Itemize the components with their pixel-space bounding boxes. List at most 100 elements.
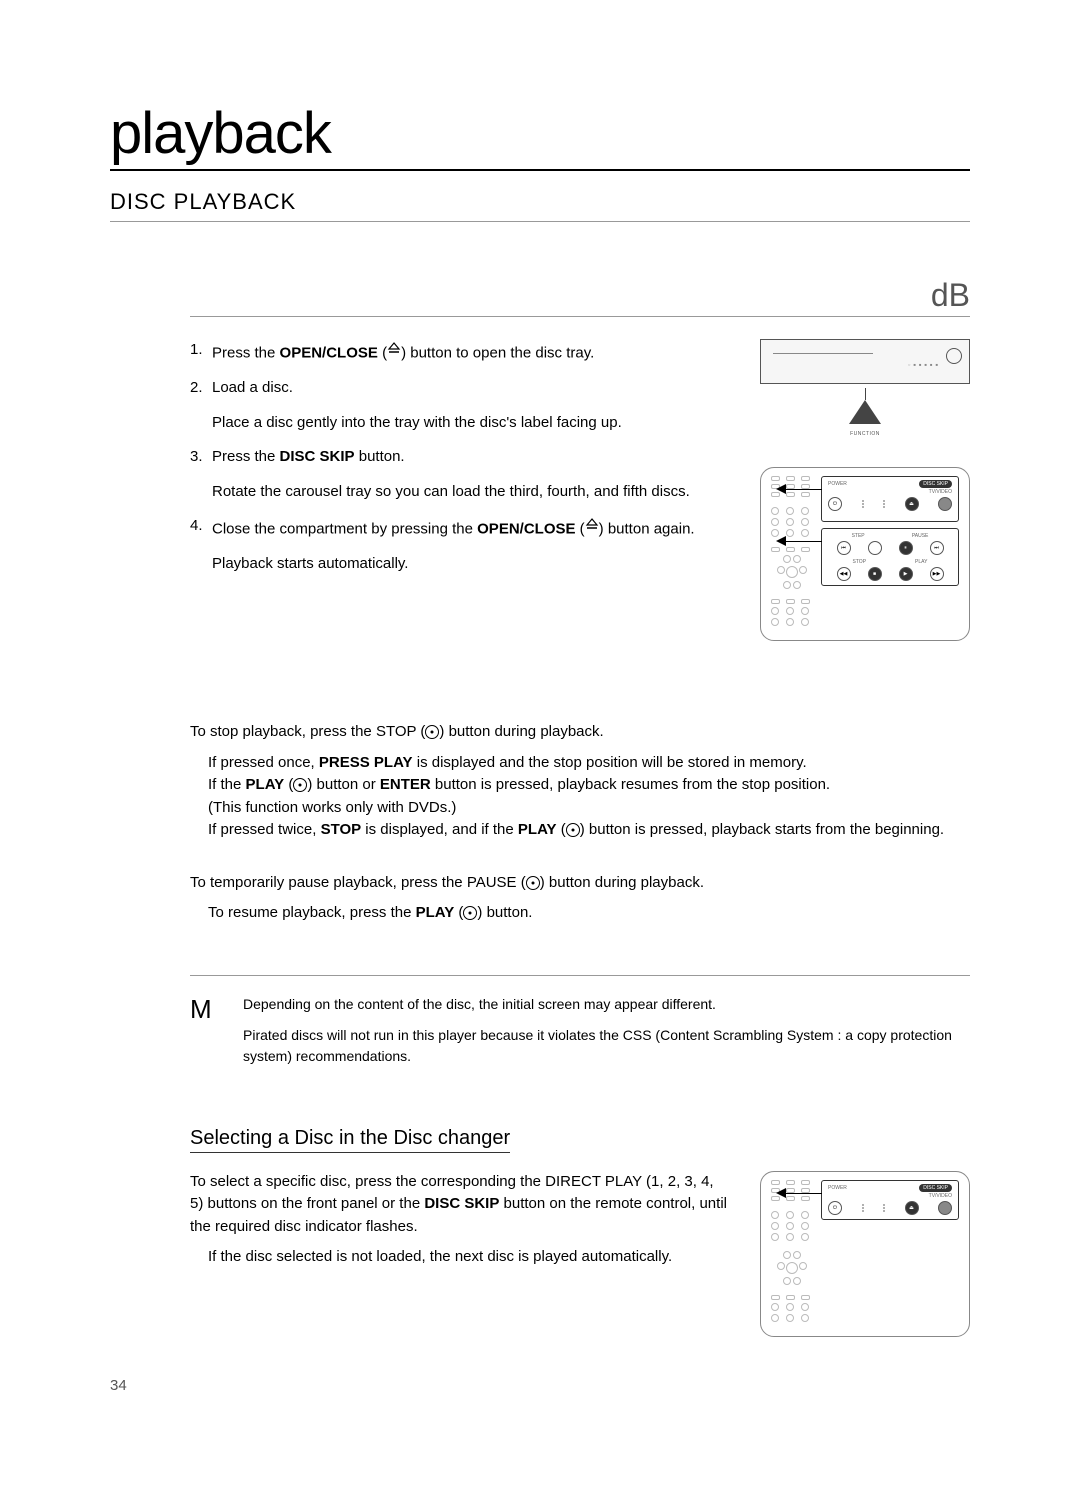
button-ref: PLAY [246,776,285,793]
text: is displayed, and if the [361,821,514,838]
text: button is pressed, playback resumes from… [431,776,830,793]
play-icon [293,778,307,792]
device-illustration: ○ ■ ■ ■ ■ ■ FUNCTION [760,339,970,437]
display-text: PRESS PLAY [319,754,413,771]
play-label: PLAY [915,559,927,565]
step-number: 1. [190,339,212,365]
text: ) button during playback. [439,723,603,740]
next-button[interactable]: ⏭ [930,541,944,555]
text: ( [454,904,463,921]
step-text: Press the [212,448,275,465]
step-text: button. [355,448,405,465]
step-number: 2. [190,377,212,400]
power-label: POWER [828,481,847,487]
power-button[interactable]: ⏻ [828,1201,842,1215]
note-2: Pirated discs will not run in this playe… [243,1025,970,1067]
tv-video-button[interactable] [938,1201,952,1215]
display-text: STOP [321,821,362,838]
text: If the disc selected is not loaded, the … [190,1246,730,1269]
pause-icon [526,876,540,890]
text: ) button. [477,904,532,921]
page: playback DISC PLAYBACK dB 1. Press the O… [0,0,1080,1454]
text: To stop playback, press the [190,723,376,740]
stop-button[interactable]: ■ [868,567,882,581]
content-area: dB 1. Press the OPEN/CLOSE () button to … [110,277,970,1337]
arrow-left-icon [776,1188,786,1198]
note-1: Depending on the content of the disc, th… [243,994,970,1015]
step-text: Close the compartment by pressing the [212,521,473,538]
pause-label: PAUSE [912,533,929,539]
button-ref: OPEN/CLOSE [477,521,575,538]
remote-illustration: POWER DISC SKIP TV/VIDEO ⏻ ⏏ [760,467,970,641]
step-text: Load a disc. [212,377,730,400]
tv-video-label: TV/VIDEO [929,1193,952,1199]
illustrations-column: ○ ■ ■ ■ ■ ■ FUNCTION [760,339,970,641]
button-ref: OPEN/CLOSE [280,345,378,362]
disc-skip-label: DISC SKIP [919,1184,952,1192]
text: is displayed and the stop position will … [413,754,807,771]
remote-top-highlight: POWER DISC SKIP TV/VIDEO ⏻ ⏏ [821,1180,959,1220]
pause-button[interactable]: ⏸ [899,541,913,555]
text: (This function works only with DVDs.) [208,799,456,816]
button-ref: ENTER [380,776,431,793]
text: If pressed twice, [208,821,316,838]
page-number: 34 [110,1377,970,1394]
step-3: 3. Press the DISC SKIP button. [190,446,730,469]
step-label: STEP [852,533,865,539]
text: To resume playback, press the [208,904,411,921]
text: ( [284,776,293,793]
eject-button[interactable]: ⏏ [905,497,919,511]
step-sub: Place a disc gently into the tray with t… [190,412,730,435]
subsection-disc-changer: Selecting a Disc in the Disc changer To … [190,1127,970,1337]
eject-button[interactable]: ⏏ [905,1201,919,1215]
button-ref: DISC SKIP [280,448,355,465]
text: ) button during playback. [540,874,704,891]
text: ) button or [307,776,380,793]
step-text: ) button to open the disc tray. [401,345,594,362]
button-ref: PLAY [416,904,455,921]
step-number: 3. [190,446,212,469]
text: To temporarily pause playback, press the [190,874,467,891]
step-text: ) button again. [599,521,695,538]
forward-button[interactable]: ▶▶ [930,567,944,581]
play-button[interactable]: ▶ [899,567,913,581]
text: ( [521,874,526,891]
section-heading: DISC PLAYBACK [110,189,970,222]
tv-video-button[interactable] [938,497,952,511]
power-button[interactable]: ⏻ [828,497,842,511]
disc-skip-label: DISC SKIP [919,480,952,488]
prev-button[interactable]: ⏮ [837,541,851,555]
eject-icon [387,339,401,362]
steps-column: 1. Press the OPEN/CLOSE () button to ope… [190,339,730,641]
step-1: 1. Press the OPEN/CLOSE () button to ope… [190,339,730,365]
step-2: 2. Load a disc. [190,377,730,400]
note-marker: M [190,994,225,1077]
play-icon [566,823,580,837]
remote-top-highlight: POWER DISC SKIP TV/VIDEO ⏻ ⏏ [821,476,959,522]
arrow-up-icon [849,400,881,424]
step-sub: Playback starts automatically. [190,553,730,576]
eject-icon [585,515,599,538]
tv-video-label: TV/VIDEO [929,489,952,495]
stop-block: To stop playback, press the STOP ( ) butt… [190,721,970,842]
text: If the [208,776,246,793]
stop-label: STOP [853,559,867,565]
step-sub: Rotate the carousel tray so you can load… [190,481,730,504]
function-label: FUNCTION [760,431,970,437]
button-ref: DISC SKIP [424,1195,499,1212]
button-ref: STOP [376,723,416,740]
arrow-left-icon [776,536,786,546]
step-text: Press the [212,345,275,362]
text: ( [557,821,566,838]
play-icon [463,906,477,920]
button-ref: PAUSE [467,874,517,891]
remote-illustration-2: POWER DISC SKIP TV/VIDEO ⏻ ⏏ [760,1171,970,1337]
step-button[interactable] [868,541,882,555]
text: ) button is pressed, playback starts fro… [580,821,944,838]
arrow-left-icon [776,484,786,494]
subsection-heading: Selecting a Disc in the Disc changer [190,1127,510,1153]
rewind-button[interactable]: ◀◀ [837,567,851,581]
step-number: 4. [190,515,212,541]
step-4: 4. Close the compartment by pressing the… [190,515,730,541]
power-label: POWER [828,1185,847,1191]
